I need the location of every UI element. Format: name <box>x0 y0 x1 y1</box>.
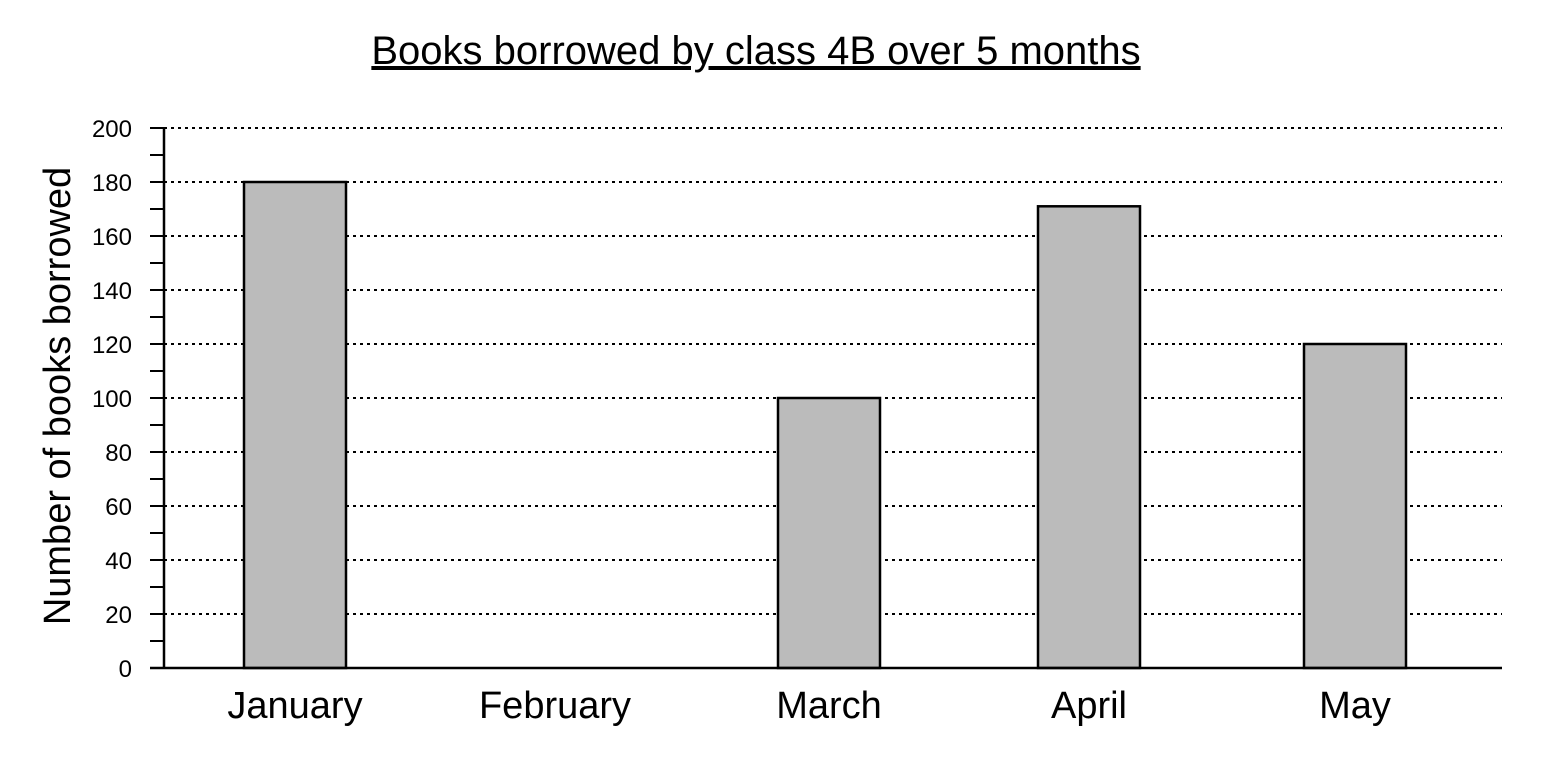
y-tick-label: 160 <box>92 224 132 251</box>
y-tick-label: 200 <box>92 116 132 143</box>
y-tick-label: 40 <box>105 548 132 575</box>
y-tick-label: 140 <box>92 278 132 305</box>
x-tick-label: April <box>1051 685 1127 727</box>
axes <box>150 127 1502 670</box>
y-tick-label: 100 <box>92 386 132 413</box>
bar-january <box>242 180 348 670</box>
bar-april <box>1036 205 1142 670</box>
y-axis-label: Number of books borrowed <box>37 167 79 625</box>
bar-march <box>776 396 882 670</box>
y-tick-label: 80 <box>105 440 132 467</box>
x-tick-labels: January February March April May <box>227 685 1391 727</box>
y-tick-label: 20 <box>105 602 132 629</box>
x-tick-label: March <box>776 685 882 727</box>
y-tick-label: 120 <box>92 332 132 359</box>
gridlines <box>164 127 1502 615</box>
x-tick-label: January <box>227 685 362 727</box>
y-tick-label: 0 <box>119 656 132 683</box>
bars <box>242 180 1408 670</box>
y-tick-label: 60 <box>105 494 132 521</box>
chart-title: Books borrowed by class 4B over 5 months <box>371 29 1140 73</box>
x-tick-label: May <box>1319 685 1391 727</box>
y-tick-label: 180 <box>92 170 132 197</box>
y-tick-labels: 0 20 40 60 80 100 120 140 160 180 200 <box>92 116 132 683</box>
bar-may <box>1302 342 1408 670</box>
x-tick-label: February <box>479 685 631 727</box>
